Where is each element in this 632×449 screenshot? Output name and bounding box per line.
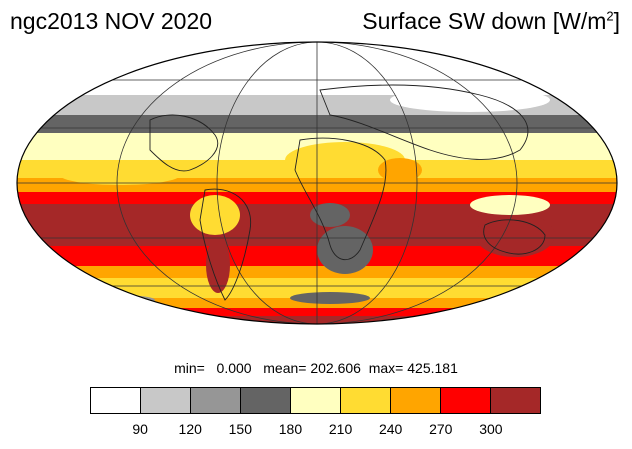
stat-mean-value: 202.606 <box>310 360 361 376</box>
variable-title-suffix: ] <box>613 8 620 34</box>
stats-line: min= 0.000 mean= 202.606 max= 425.181 <box>0 360 632 376</box>
variable-title-superscript: 2 <box>606 8 614 24</box>
patch-congo <box>310 203 350 227</box>
graticule <box>17 42 617 324</box>
colorbar-tick-label: 150 <box>228 421 253 437</box>
colorbar-tick-label: 300 <box>479 421 503 437</box>
colorbar-swatch-4 <box>291 388 341 413</box>
stat-min-label: min= <box>174 360 205 376</box>
patch-arabia <box>378 158 422 182</box>
colorbar-tick-label: 180 <box>278 421 303 437</box>
colorbar-swatch-6 <box>391 388 441 413</box>
patch-north-pacific <box>60 165 180 185</box>
colorbar-swatch-8 <box>491 388 540 413</box>
colorbar-tick-label: 240 <box>378 421 403 437</box>
patch-indonesia <box>470 195 550 215</box>
band-darkgray-north <box>17 115 617 135</box>
colorbar-swatch-0 <box>91 388 141 413</box>
coast-eurasia <box>319 84 529 160</box>
coastlines <box>149 84 546 301</box>
colorbar-swatch-1 <box>141 388 191 413</box>
coast-north-america <box>149 114 218 172</box>
patch-southern-africa <box>317 226 373 274</box>
colorbar-swatch-5 <box>341 388 391 413</box>
meridian-120 <box>116 42 518 324</box>
spacer <box>252 360 264 376</box>
colorbar-tick-label: 120 <box>178 421 202 437</box>
map-title: ngc2013 NOV 2020 <box>10 8 213 34</box>
stat-max-value: 425.181 <box>407 360 458 376</box>
colorbar-swatch-7 <box>441 388 491 413</box>
patch-amazon <box>190 195 240 235</box>
variable-title-prefix: Surface SW down [W/m <box>362 8 607 34</box>
map-outline <box>16 41 618 325</box>
colorbar-tick-label: 270 <box>429 421 453 437</box>
stat-mean-label: mean= <box>263 360 307 376</box>
colorbar-tick-label: 210 <box>328 421 353 437</box>
patch-southern-ocean-gray <box>290 292 370 304</box>
colorbar-swatch-3 <box>241 388 291 413</box>
patch-australia <box>475 213 555 257</box>
colorbar-swatch-2 <box>191 388 241 413</box>
coast-africa <box>294 137 387 260</box>
stat-max-label: max= <box>368 360 404 376</box>
patch-asia-cloud <box>390 88 550 112</box>
stat-min-value: 0.000 <box>216 360 252 376</box>
variable-title: Surface SW down [W/m2] <box>362 8 620 35</box>
coast-south-america <box>199 188 252 301</box>
coast-australia <box>483 219 546 255</box>
colorbar-ticks: 90 120 150 180 210 240 270 300 <box>90 421 541 439</box>
shading-layer <box>17 42 617 324</box>
patch-southern-ocean-gray-west <box>85 295 155 305</box>
meridian-60 <box>216 42 418 324</box>
spacer <box>205 360 217 376</box>
patch-andes <box>206 237 230 293</box>
spacer <box>361 360 369 376</box>
colorbar-tick-label: 90 <box>132 421 148 437</box>
band-darkred-antarctica <box>17 316 617 324</box>
colorbar <box>90 387 541 414</box>
